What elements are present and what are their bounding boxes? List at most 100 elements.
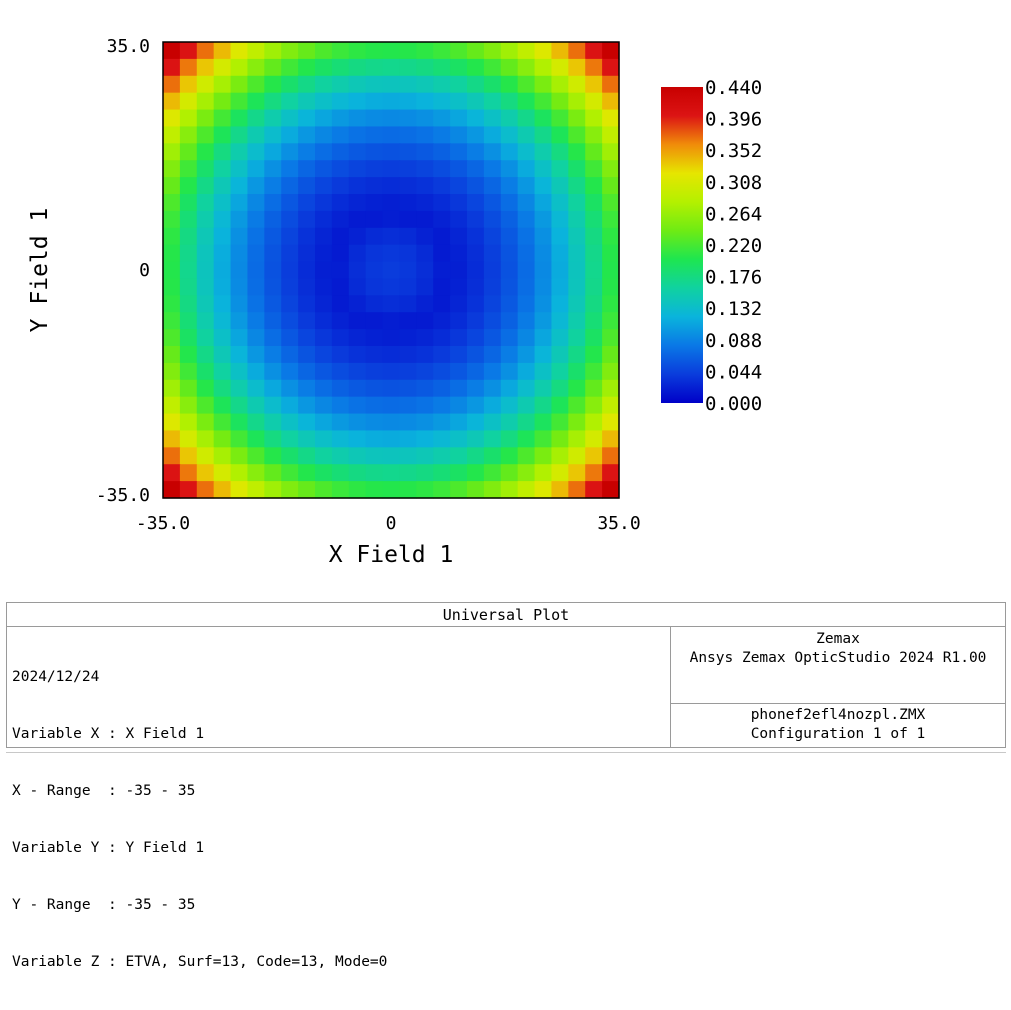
heatmap-cell xyxy=(315,379,333,398)
heatmap-cell xyxy=(264,464,282,482)
heatmap-cell xyxy=(585,194,603,212)
heatmap-cell xyxy=(517,278,536,296)
heatmap-cell xyxy=(281,464,299,482)
heatmap-cell xyxy=(433,92,451,111)
heatmap-cell xyxy=(467,481,485,499)
heatmap-cell xyxy=(163,346,181,364)
heatmap-cell xyxy=(365,143,384,161)
heatmap-cell xyxy=(433,42,451,60)
heatmap-cell xyxy=(264,329,282,347)
heatmap-cell xyxy=(551,194,569,212)
heatmap-cell xyxy=(179,92,198,111)
heatmap-cell xyxy=(602,329,620,347)
heatmap-cell xyxy=(331,227,350,246)
heatmap-cell xyxy=(365,312,384,330)
heatmap-cell xyxy=(298,379,316,398)
x-tick-left: -35.0 xyxy=(136,513,190,534)
heatmap-cell xyxy=(483,126,502,144)
heatmap-cell xyxy=(416,244,434,263)
heatmap-cell xyxy=(365,396,384,415)
heatmap-cell xyxy=(416,92,434,111)
heatmap-cell xyxy=(298,464,316,482)
heatmap-cell xyxy=(450,379,468,398)
heatmap-cell xyxy=(602,346,620,364)
heatmap-cell xyxy=(568,481,586,499)
heatmap-cell xyxy=(163,109,181,128)
heatmap-cell xyxy=(433,227,451,246)
heatmap-cell xyxy=(230,295,249,313)
heatmap-cell xyxy=(348,210,367,229)
heatmap-cell xyxy=(365,447,384,465)
heatmap-cell xyxy=(416,379,434,398)
heatmap-cell xyxy=(348,312,367,330)
heatmap-cell xyxy=(163,227,181,246)
heatmap-cell xyxy=(298,177,316,195)
heatmap-cell xyxy=(213,396,232,415)
heatmap-cell xyxy=(264,278,282,296)
heatmap-cell xyxy=(416,396,434,415)
heatmap-cell xyxy=(416,481,434,499)
heatmap-cell xyxy=(365,362,384,381)
info-variable-y: Variable Y : Y Field 1 xyxy=(12,840,205,856)
heatmap-cell xyxy=(585,312,603,330)
heatmap-cell xyxy=(196,126,215,144)
heatmap-cell xyxy=(416,126,434,144)
heatmap-cell xyxy=(331,75,350,94)
heatmap-cell xyxy=(281,194,299,212)
heatmap-cell xyxy=(247,430,265,448)
heatmap-cell xyxy=(348,278,367,296)
heatmap-cell xyxy=(416,261,434,280)
heatmap-cell xyxy=(230,396,249,415)
heatmap-cell xyxy=(298,143,316,161)
heatmap-cell xyxy=(230,75,249,94)
heatmap-cell xyxy=(247,92,265,111)
info-left-block: 2024/12/24 Variable X : X Field 1 X - Ra… xyxy=(7,627,671,970)
heatmap-cell xyxy=(348,447,367,465)
heatmap-cell xyxy=(264,210,282,229)
heatmap-cell xyxy=(602,481,620,499)
heatmap-cell xyxy=(230,109,249,128)
y-tick-top: 35.0 xyxy=(107,36,150,57)
heatmap-cell xyxy=(230,210,249,229)
heatmap-cell xyxy=(331,58,350,77)
heatmap-cell xyxy=(534,75,553,94)
heatmap-cell xyxy=(602,447,620,465)
heatmap-cell xyxy=(568,194,586,212)
heatmap-cell xyxy=(213,109,232,128)
heatmap-cell xyxy=(382,210,401,229)
heatmap-cell xyxy=(534,92,553,111)
heatmap-cell xyxy=(483,430,502,448)
heatmap-cell xyxy=(348,413,367,432)
heatmap-cell xyxy=(517,75,536,94)
heatmap-cell xyxy=(500,75,519,94)
heatmap-cell xyxy=(450,58,468,77)
heatmap-cell xyxy=(517,160,536,178)
heatmap-cell xyxy=(196,346,215,364)
heatmap-cell xyxy=(399,413,417,432)
heatmap-cell xyxy=(416,312,434,330)
heatmap-cell xyxy=(585,329,603,347)
heatmap-cell xyxy=(483,109,502,128)
heatmap-cell xyxy=(568,143,586,161)
heatmap-cell xyxy=(585,177,603,195)
heatmap-cell xyxy=(568,295,586,313)
heatmap-cell xyxy=(399,447,417,465)
heatmap-cell xyxy=(315,126,333,144)
heatmap-cell xyxy=(602,92,620,111)
heatmap-cell xyxy=(163,42,181,60)
heatmap-cell xyxy=(534,464,553,482)
heatmap-cell xyxy=(517,42,536,60)
heatmap-cell xyxy=(315,362,333,381)
heatmap-cell xyxy=(534,396,553,415)
heatmap-cell xyxy=(517,109,536,128)
heatmap-cell xyxy=(500,58,519,77)
heatmap-cell xyxy=(433,261,451,280)
heatmap-cell xyxy=(416,227,434,246)
heatmap-cell xyxy=(264,143,282,161)
heatmap-cell xyxy=(416,160,434,178)
heatmap-cell xyxy=(163,177,181,195)
heatmap-cell xyxy=(500,346,519,364)
heatmap-cell xyxy=(264,413,282,432)
heatmap-cell xyxy=(585,58,603,77)
heatmap-cell xyxy=(602,75,620,94)
